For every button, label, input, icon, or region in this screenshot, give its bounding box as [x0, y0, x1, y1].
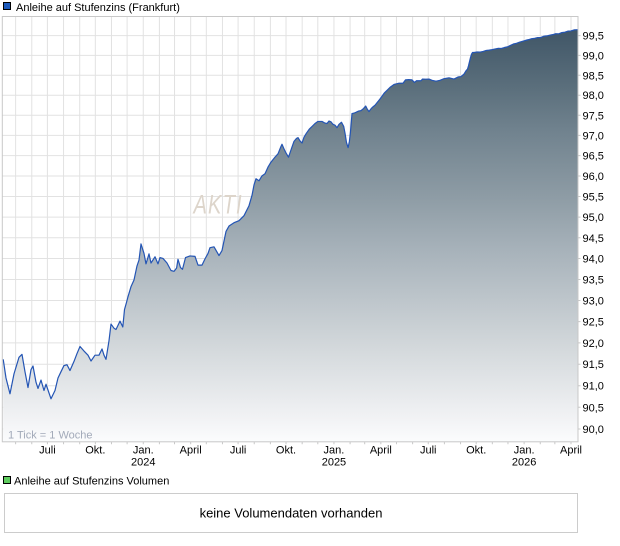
- svg-text:Anleihe auf Stufenzins Volumen: Anleihe auf Stufenzins Volumen: [14, 476, 169, 488]
- svg-text:99,0: 99,0: [583, 50, 604, 62]
- svg-text:97,0: 97,0: [583, 130, 604, 142]
- svg-text:92,0: 92,0: [583, 338, 604, 350]
- svg-text:90,5: 90,5: [583, 402, 604, 414]
- svg-text:Juli: Juli: [230, 445, 247, 457]
- svg-text:97,5: 97,5: [583, 110, 604, 122]
- svg-text:April: April: [180, 445, 202, 457]
- svg-text:Okt.: Okt.: [276, 445, 296, 457]
- svg-text:96,0: 96,0: [583, 171, 604, 183]
- svg-text:91,5: 91,5: [583, 359, 604, 371]
- svg-text:AKTI: AKTI: [192, 190, 243, 219]
- svg-text:94,5: 94,5: [583, 233, 604, 245]
- svg-text:95,0: 95,0: [583, 212, 604, 224]
- svg-text:2026: 2026: [512, 457, 536, 469]
- svg-text:90,0: 90,0: [583, 424, 604, 436]
- svg-text:94,0: 94,0: [583, 254, 604, 266]
- svg-text:91,0: 91,0: [583, 381, 604, 393]
- svg-text:98,0: 98,0: [583, 90, 604, 102]
- svg-text:keine Volumendaten vorhanden: keine Volumendaten vorhanden: [200, 506, 383, 521]
- svg-text:Jan.: Jan.: [514, 445, 535, 457]
- svg-text:1 Tick = 1 Woche: 1 Tick = 1 Woche: [8, 430, 92, 442]
- svg-text:2024: 2024: [131, 457, 155, 469]
- svg-text:95,5: 95,5: [583, 191, 604, 203]
- svg-text:Juli: Juli: [420, 445, 437, 457]
- svg-text:2025: 2025: [322, 457, 346, 469]
- svg-text:92,5: 92,5: [583, 317, 604, 329]
- svg-text:April: April: [370, 445, 392, 457]
- svg-text:Anleihe auf Stufenzins (Frankf: Anleihe auf Stufenzins (Frankfurt): [16, 2, 180, 14]
- svg-text:93,0: 93,0: [583, 295, 604, 307]
- svg-text:Juli: Juli: [39, 445, 56, 457]
- svg-text:April: April: [560, 445, 582, 457]
- svg-text:Okt.: Okt.: [466, 445, 486, 457]
- svg-text:93,5: 93,5: [583, 274, 604, 286]
- svg-text:99,5: 99,5: [583, 31, 604, 43]
- svg-text:Jan.: Jan.: [324, 445, 345, 457]
- svg-text:98,5: 98,5: [583, 70, 604, 82]
- svg-text:96,5: 96,5: [583, 151, 604, 163]
- svg-text:Okt.: Okt.: [85, 445, 105, 457]
- svg-text:Jan.: Jan.: [133, 445, 154, 457]
